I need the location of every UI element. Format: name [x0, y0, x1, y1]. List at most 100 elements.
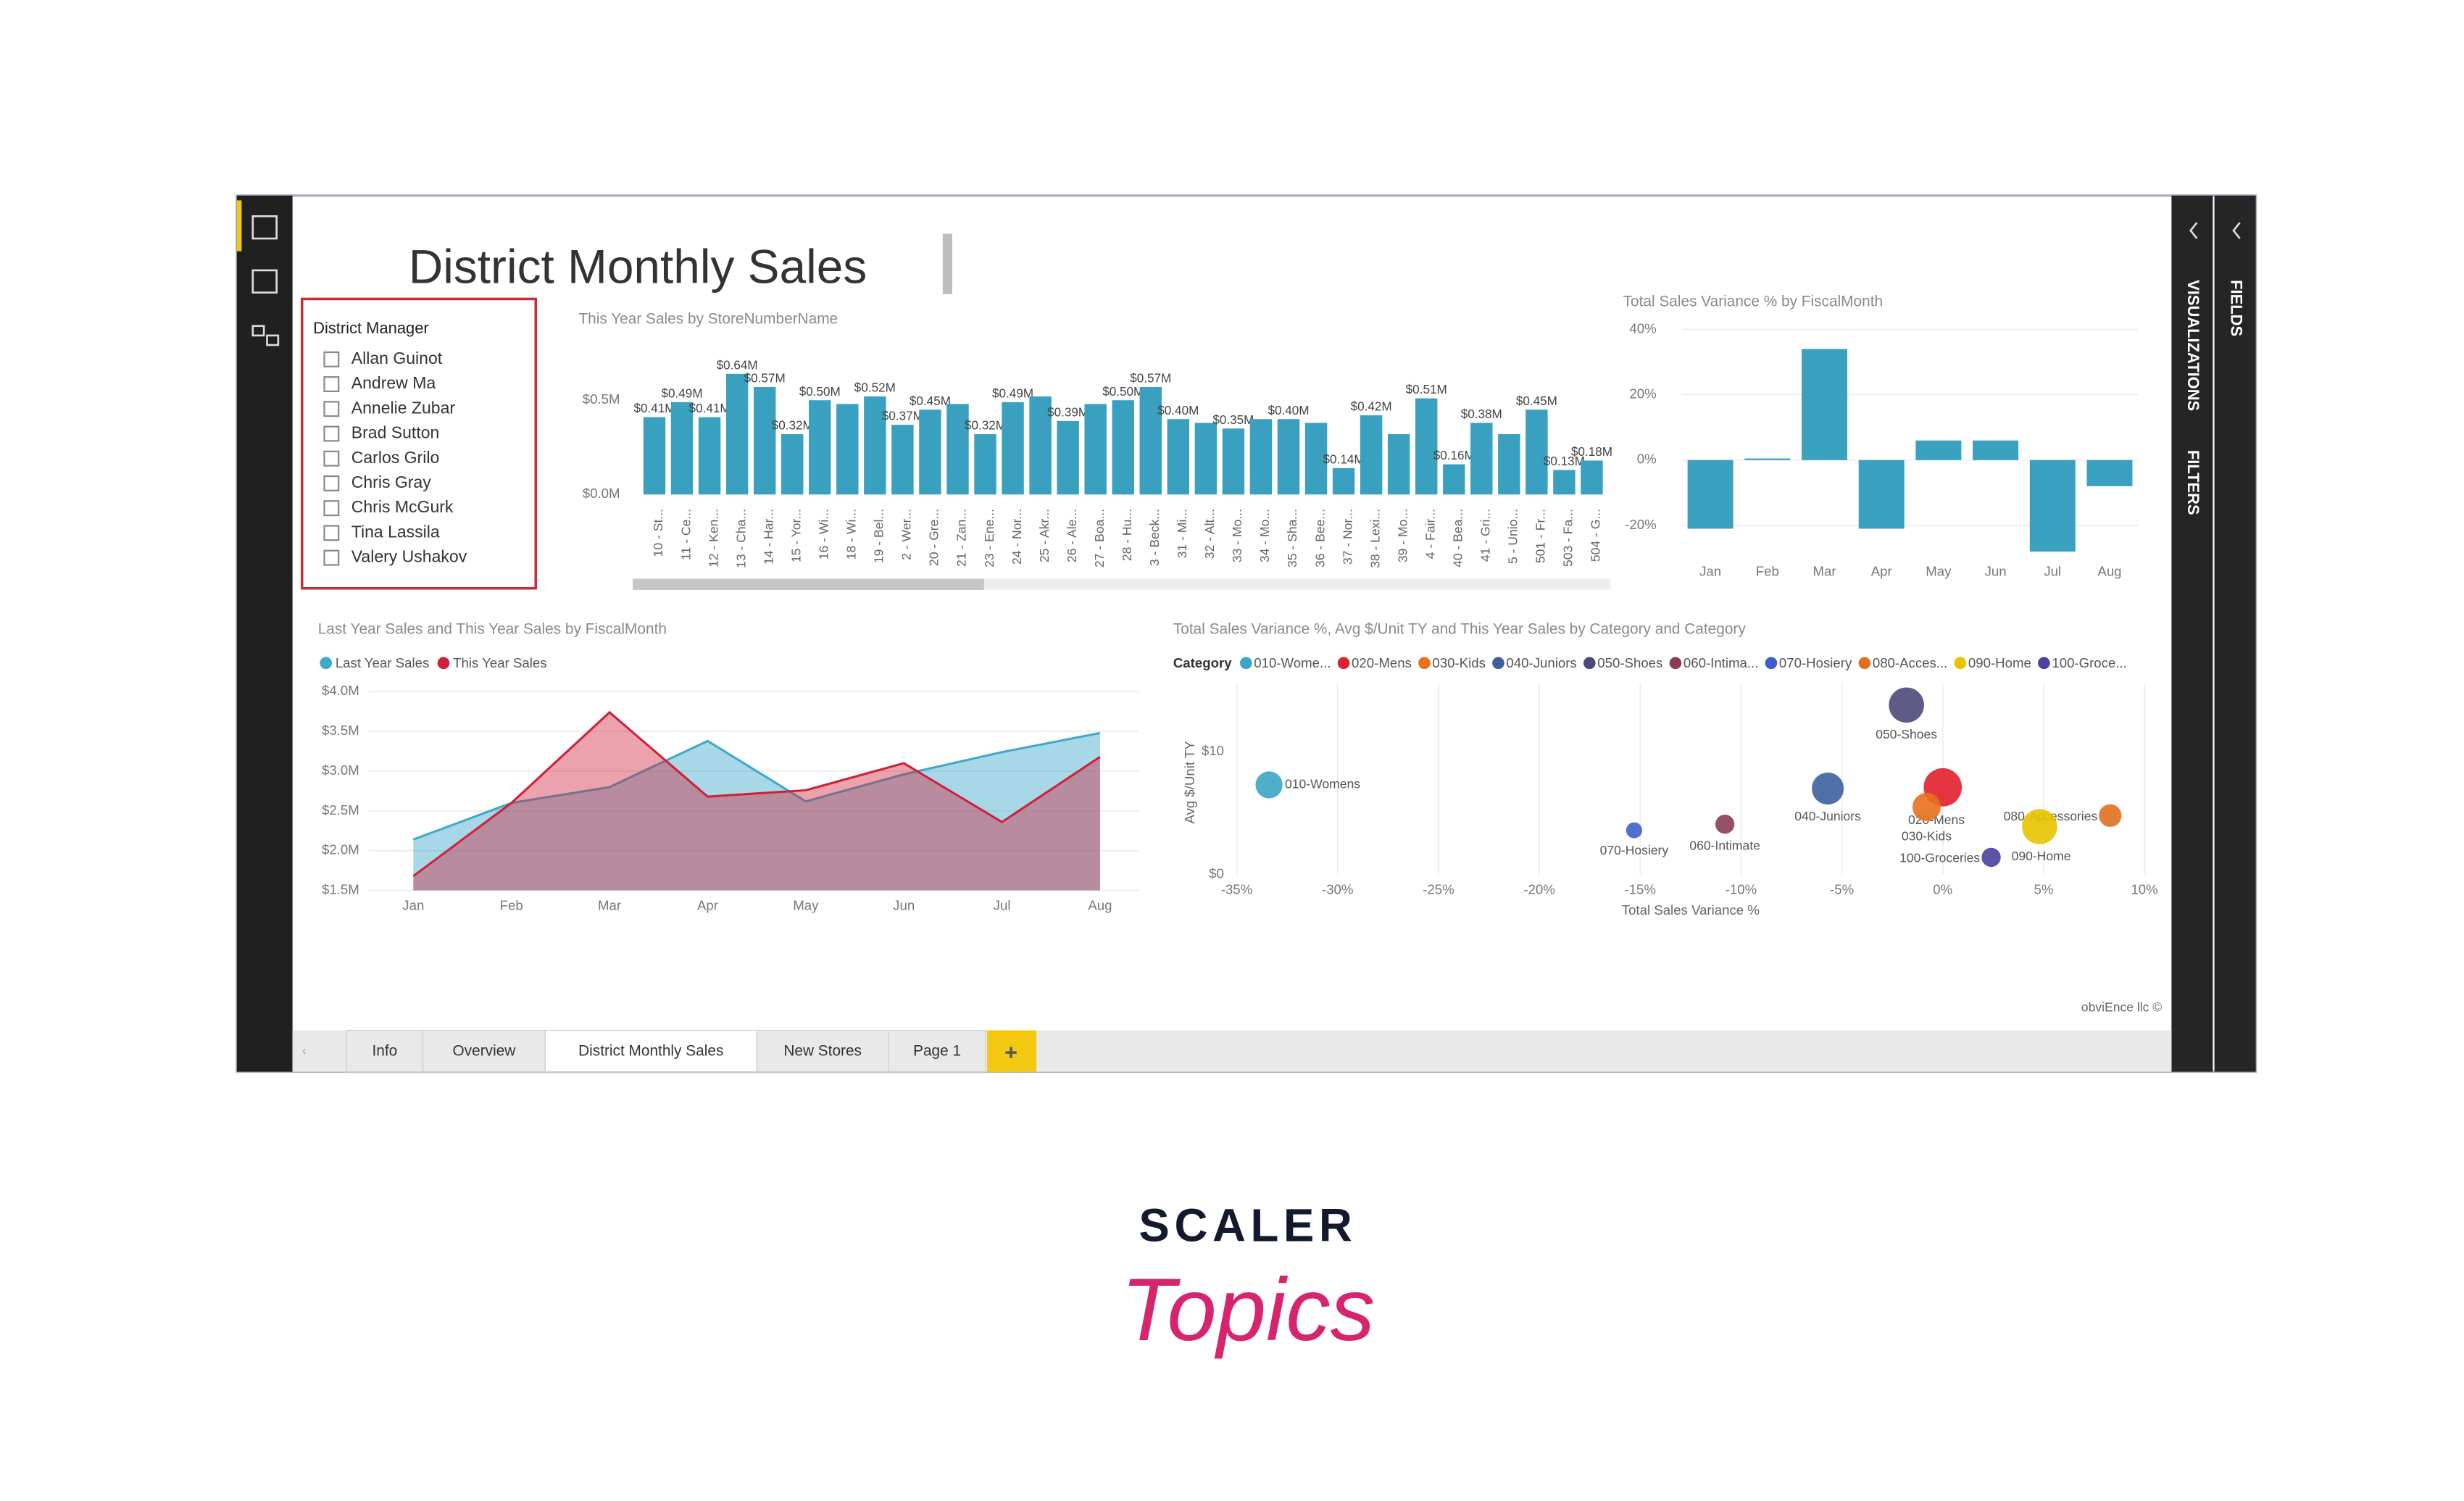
tab-label[interactable]: Page 1	[913, 1043, 961, 1060]
add-tab-label[interactable]: +	[1004, 1040, 1017, 1065]
slicer-item[interactable]: Tina Lassila	[351, 522, 440, 541]
bar	[1332, 467, 1355, 495]
bubble-label: 010-Womens	[1285, 777, 1360, 791]
x-tick-label: -5%	[1830, 881, 1854, 897]
series-area	[413, 733, 1100, 891]
y-tick-label: $2.5M	[322, 802, 359, 818]
bubble-label: 040-Juniors	[1794, 809, 1861, 823]
bubble	[1981, 847, 2001, 868]
data-label: $0.64M	[717, 358, 758, 372]
slicer-item[interactable]: Valery Ushakov	[351, 547, 467, 566]
checkbox[interactable]	[323, 376, 340, 393]
x-tick-label: 501 - Fr...	[1533, 509, 1548, 563]
x-tick-label: 23 - Ene...	[982, 509, 996, 567]
bar	[1057, 420, 1079, 495]
slicer-item[interactable]: Brad Sutton	[351, 423, 440, 442]
x-tick-label: 18 - Wi...	[844, 509, 859, 560]
add-tab[interactable]	[987, 1030, 1037, 1072]
data-label: $0.41M	[633, 402, 675, 415]
bar	[836, 404, 859, 495]
tab-label[interactable]: District Monthly Sales	[578, 1043, 723, 1060]
legend-title: Category	[1173, 655, 1232, 670]
tab[interactable]	[422, 1029, 546, 1073]
report-icon[interactable]	[251, 215, 278, 240]
pane-label[interactable]: FILTERS	[2184, 450, 2202, 515]
slicer-item[interactable]: Andrew Ma	[351, 373, 436, 392]
tab-label[interactable]: Info	[372, 1043, 397, 1060]
x-tick-label: May	[1926, 564, 1952, 579]
x-tick-label: Jan	[402, 897, 424, 912]
bar	[809, 400, 831, 495]
checkbox[interactable]	[323, 351, 340, 367]
slicer-item[interactable]: Chris McGurk	[351, 497, 454, 516]
checkbox[interactable]	[323, 549, 340, 566]
tab[interactable]	[346, 1029, 424, 1073]
bar	[1387, 434, 1410, 495]
bar	[1415, 398, 1438, 495]
data-label: $0.39M	[1047, 405, 1089, 419]
visualizations-pane[interactable]	[2171, 195, 2213, 1072]
checkbox[interactable]	[323, 450, 340, 467]
x-tick-label: Jul	[994, 897, 1011, 912]
y-tick-label: 40%	[1629, 320, 1656, 336]
collapse-icon[interactable]	[2189, 222, 2198, 239]
slicer-item[interactable]: Carlos Grilo	[351, 448, 439, 467]
bar	[946, 404, 969, 495]
y-tick-label: $0	[1209, 866, 1224, 881]
bar	[1915, 440, 1962, 460]
bubble	[1626, 822, 1642, 839]
tab[interactable]	[888, 1029, 986, 1073]
legend-label: 060-Intima...	[1683, 655, 1759, 670]
model-icon[interactable]	[251, 325, 265, 337]
slicer-item[interactable]: Allan Guinot	[351, 349, 443, 367]
checkbox[interactable]	[323, 475, 340, 491]
collapse-icon[interactable]	[2232, 222, 2241, 239]
x-tick-label: 28 - Hu...	[1120, 509, 1134, 561]
bar	[1194, 423, 1218, 495]
x-tick-label: 3 - Beck...	[1147, 509, 1162, 566]
bar	[2086, 460, 2133, 486]
data-label: $0.41M	[689, 402, 731, 415]
tab-label[interactable]: New Stores	[783, 1043, 862, 1060]
x-tick-label: 0%	[1933, 881, 1952, 897]
x-tick-label: 10%	[2131, 881, 2157, 897]
tab[interactable]	[756, 1029, 889, 1073]
fields-pane[interactable]	[2214, 195, 2256, 1072]
bar	[1139, 387, 1162, 495]
data-icon[interactable]	[251, 269, 278, 294]
data-label: $0.57M	[1130, 372, 1171, 386]
x-tick-label: Feb	[1756, 564, 1779, 579]
slicer-item[interactable]: Annelie Zubar	[351, 398, 456, 417]
bubble	[1255, 771, 1283, 799]
checkbox[interactable]	[323, 525, 340, 541]
slicer-item[interactable]: Chris Gray	[351, 473, 431, 491]
bubble	[1889, 687, 1924, 723]
x-tick-label: 36 - Bee...	[1312, 509, 1327, 567]
x-tick-label: Apr	[697, 897, 718, 912]
x-tick-label: 39 - Mo...	[1395, 509, 1410, 562]
bubble-label: 100-Groceries	[1899, 851, 1980, 865]
x-tick-label: 11 - Ce...	[678, 509, 693, 560]
checkbox[interactable]	[323, 425, 340, 442]
tab-label[interactable]: Overview	[453, 1043, 517, 1060]
y-tick-label: $1.5M	[322, 881, 359, 897]
text-cursor	[942, 233, 952, 294]
series-line	[412, 710, 1101, 878]
checkbox[interactable]	[323, 401, 340, 417]
checkbox[interactable]	[323, 500, 340, 517]
scroll-thumb[interactable]	[633, 578, 984, 590]
data-label: $0.42M	[1351, 400, 1392, 414]
y-tick-label: $10	[1202, 743, 1224, 758]
pane-label[interactable]: VISUALIZATIONS	[2184, 280, 2202, 411]
legend-marker	[1337, 657, 1350, 670]
chart-title: Total Sales Variance %, Avg $/Unit TY an…	[1173, 620, 1747, 637]
legend-label: This Year Sales	[453, 655, 546, 670]
x-tick-label: -35%	[1221, 881, 1252, 897]
footer: obviEnce llc ©	[2081, 1000, 2162, 1015]
pane-label[interactable]: FIELDS	[2227, 280, 2245, 336]
data-label: $0.51M	[1406, 383, 1447, 396]
x-tick-label: 41 - Gri...	[1478, 509, 1493, 562]
bar	[1443, 464, 1465, 495]
bar	[1687, 460, 1733, 529]
x-tick-label: 40 - Bea...	[1450, 509, 1465, 567]
